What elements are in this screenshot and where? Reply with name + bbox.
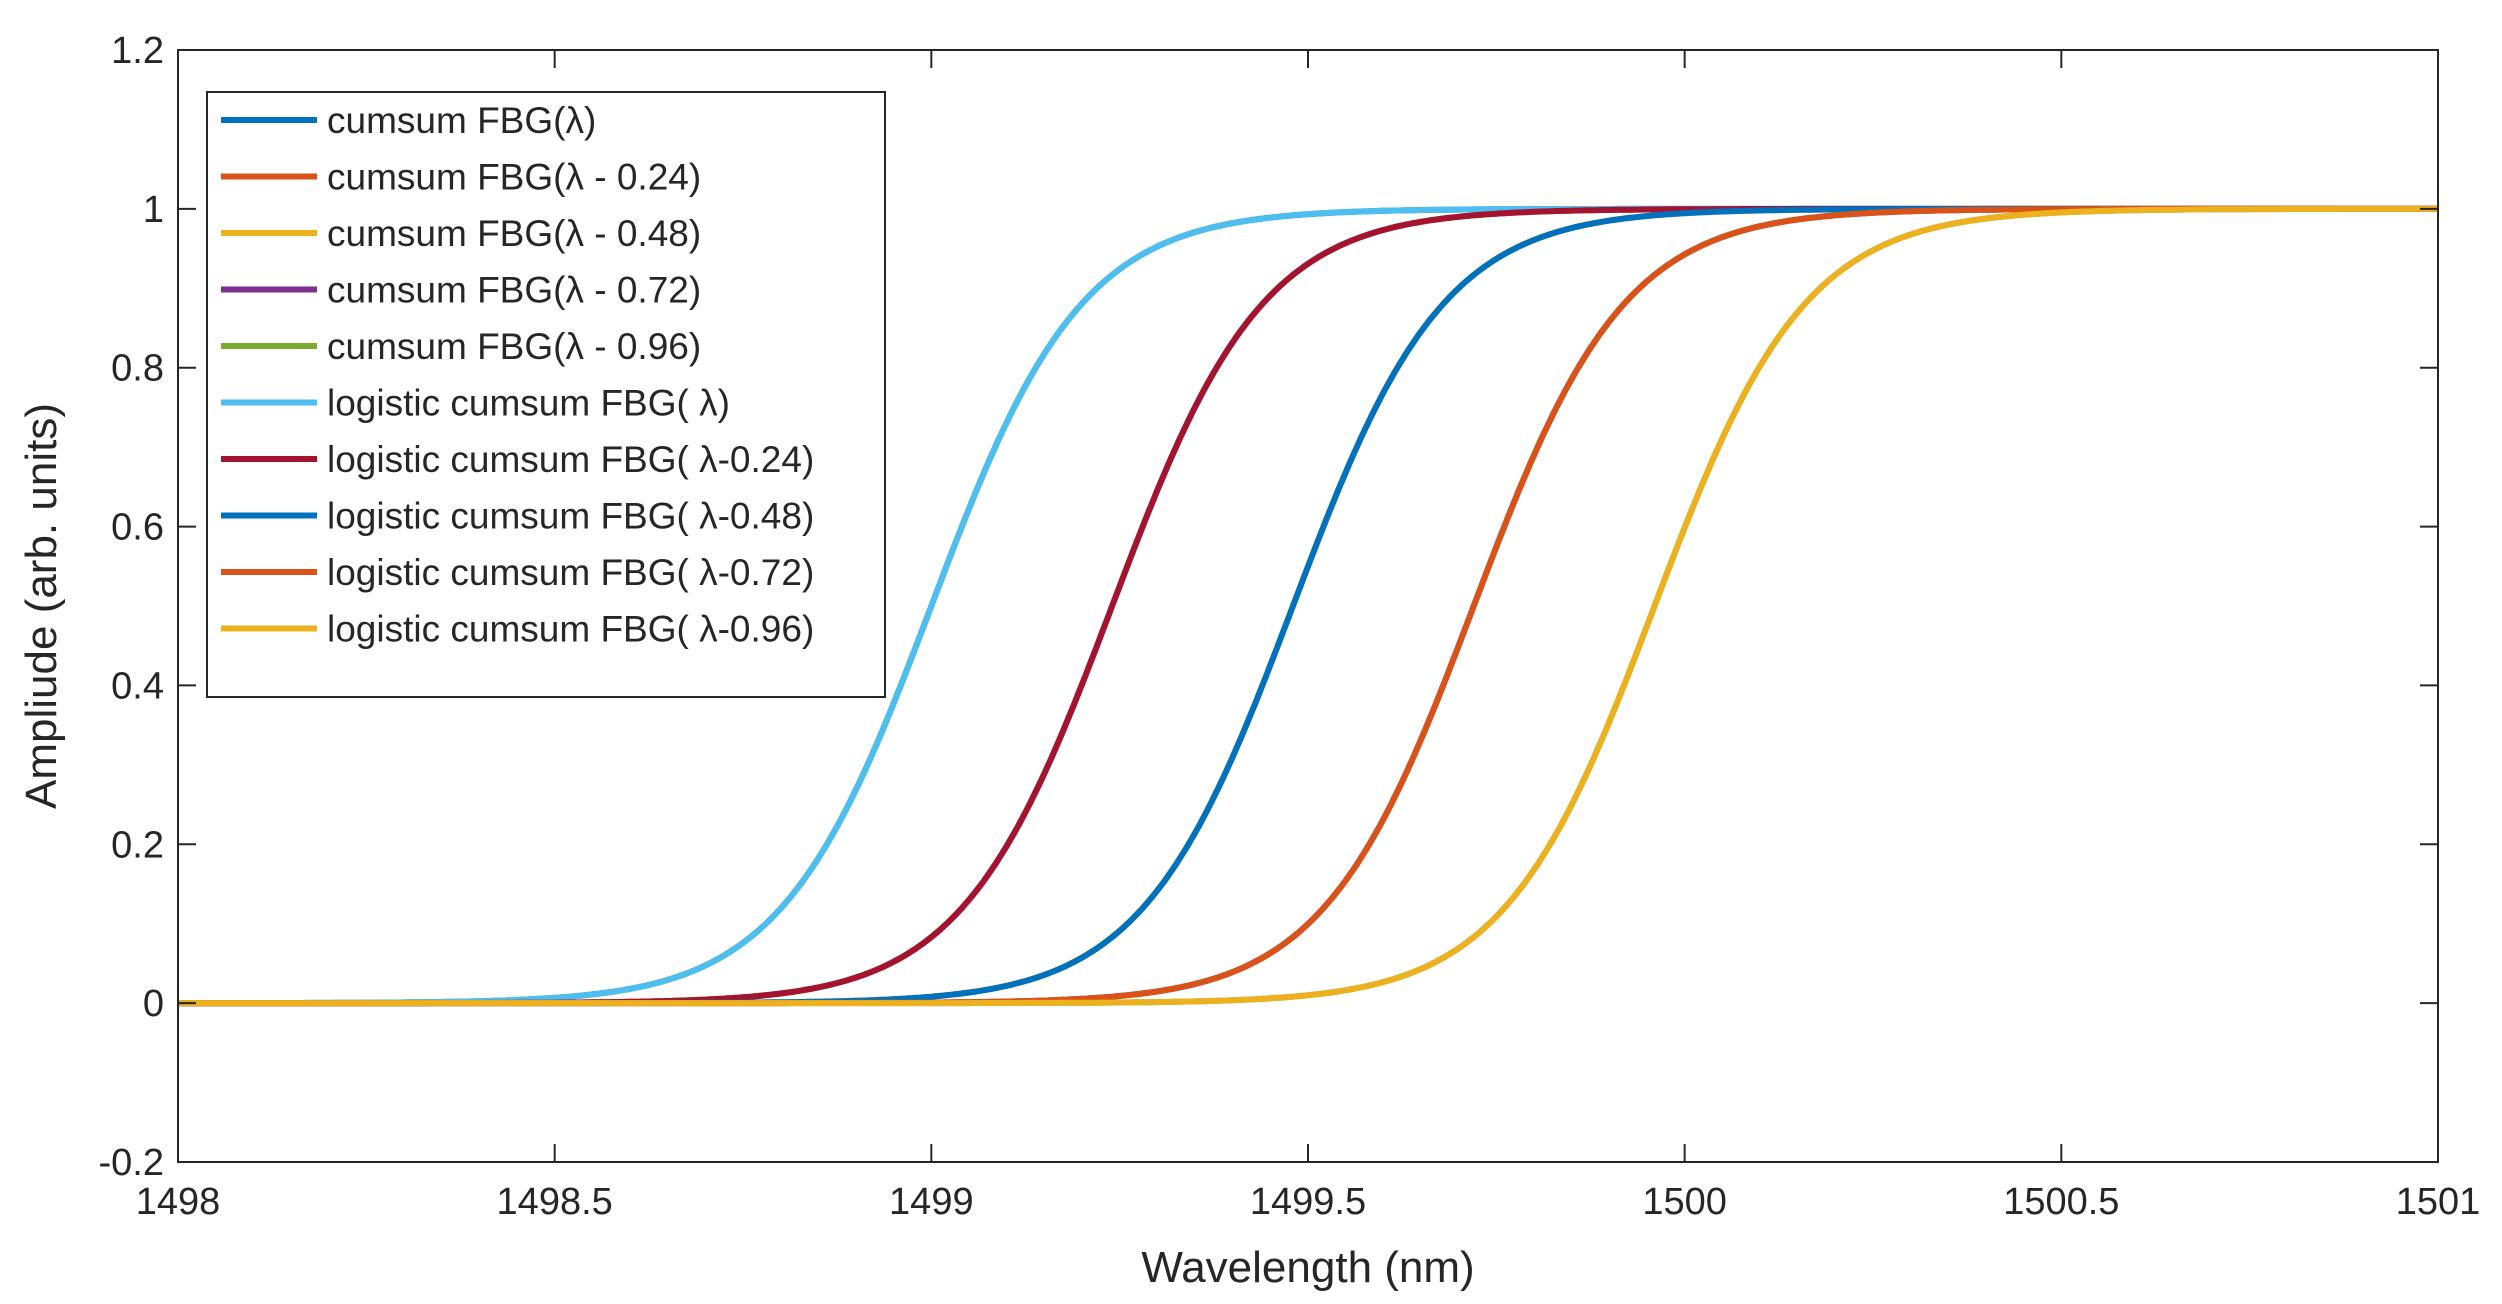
legend-label: logistic cumsum FBG( λ-0.96) [327, 609, 814, 650]
x-tick-label: 1501 [2396, 1181, 2481, 1223]
y-axis-ticks: -0.2 0 0.2 0.4 0.6 0.8 1 1.2 [99, 30, 2438, 1184]
x-tick-label: 1499 [889, 1181, 974, 1223]
y-tick-label: 0.8 [111, 348, 164, 390]
x-axis-ticks: 1498 1498.5 1499 1499.5 1500 1500.5 1501 [136, 50, 2481, 1223]
y-tick-label: 0.2 [111, 824, 164, 866]
y-tick-label: 0.4 [111, 665, 164, 707]
x-tick-label: 1498.5 [497, 1181, 613, 1223]
legend-label: cumsum FBG(λ - 0.96) [327, 326, 701, 367]
legend-label: logistic cumsum FBG( λ-0.24) [327, 439, 814, 480]
legend-label: cumsum FBG(λ - 0.48) [327, 213, 701, 254]
legend-label: cumsum FBG(λ - 0.72) [327, 270, 701, 311]
legend-label: cumsum FBG(λ) [327, 100, 596, 141]
y-axis-label: Ampliude (arb. units) [17, 403, 66, 809]
y-tick-label: 0.6 [111, 507, 164, 549]
y-tick-label: 0 [143, 983, 164, 1025]
y-tick-label: 1.2 [111, 30, 164, 72]
legend-label: cumsum FBG(λ - 0.24) [327, 157, 701, 198]
legend-label: logistic cumsum FBG( λ-0.72) [327, 552, 814, 593]
x-tick-label: 1500 [1642, 1181, 1727, 1223]
y-tick-label: 1 [143, 189, 164, 231]
x-tick-label: 1500.5 [2003, 1181, 2119, 1223]
series-curves [178, 205, 2438, 1007]
series-line-10 [178, 205, 2438, 1007]
x-tick-label: 1498 [136, 1181, 221, 1223]
legend-label: logistic cumsum FBG( λ) [327, 383, 730, 424]
x-tick-label: 1499.5 [1250, 1181, 1366, 1223]
legend-box [206, 91, 886, 698]
legend: cumsum FBG(λ) cumsum FBG(λ - 0.24) cumsum … [206, 91, 886, 698]
legend-label: logistic cumsum FBG( λ-0.48) [327, 496, 814, 537]
x-axis-label: Wavelength (nm) [1141, 1243, 1474, 1292]
y-tick-label: -0.2 [99, 1142, 164, 1184]
